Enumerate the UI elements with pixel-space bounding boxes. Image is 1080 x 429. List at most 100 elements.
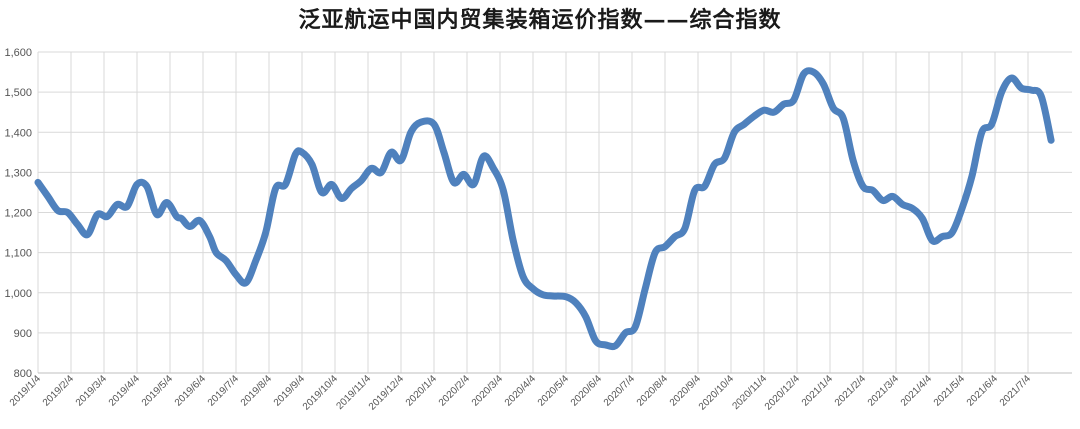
data-point [941,235,944,238]
data-point [604,343,607,346]
data-point [145,185,148,188]
x-tick-label: 2019/3/4 [74,373,110,409]
data-point [340,197,343,200]
x-tick-label: 2019/6/4 [173,373,209,409]
data-point [772,111,775,114]
x-tick-label: 2020/10/4 [697,373,737,413]
data-point [254,259,257,262]
x-tick-label: 2021/3/4 [866,373,902,409]
data-point [330,183,333,186]
data-point [961,207,963,210]
data-point [812,71,815,74]
x-axis-ticks: 2019/1/42019/2/42019/3/42019/4/42019/5/4… [8,373,1034,413]
data-point [86,233,89,236]
data-point [225,259,228,262]
y-tick-label: 1,400 [4,127,32,139]
data-point [911,207,914,210]
data-point [116,203,119,206]
data-point [512,239,515,242]
data-point [852,159,855,162]
data-point [1020,87,1023,90]
data-point [310,163,313,166]
data-point [294,153,297,156]
data-point [842,117,845,120]
data-point [165,201,168,204]
data-point [703,185,706,188]
y-axis-ticks: 800 900 1,000 1,100 1,200 1,300 1,400 1,500 1,60… [4,47,32,380]
data-point [400,159,402,162]
data-point [763,109,765,112]
data-point [1040,95,1043,98]
data-point [390,151,393,154]
data-point [541,293,544,296]
data-point [584,315,587,318]
data-point [1050,139,1053,142]
data-point [320,191,323,194]
data-point [442,151,445,154]
data-point [235,273,237,276]
y-tick-label: 1,500 [4,87,32,99]
data-point [743,123,746,126]
y-tick-label: 1,200 [4,208,32,220]
data-point [871,189,874,192]
data-point [502,189,505,192]
data-point [1030,89,1033,92]
data-point [370,167,373,170]
data-point [574,301,577,304]
data-point [634,325,637,328]
x-tick-label: 2021/2/4 [833,373,869,409]
x-tick-label: 2020/4/4 [503,373,539,409]
x-tick-label: 2019/2/4 [41,373,77,409]
data-point [753,115,756,118]
data-point [693,189,696,192]
y-tick-label: 1,600 [4,47,32,59]
x-tick-label: 2021/4/4 [899,373,935,409]
data-point [792,99,795,102]
data-point [462,173,465,176]
data-point [409,131,412,134]
data-point [654,251,657,254]
data-point [136,183,138,186]
data-point [980,131,983,134]
data-point [482,155,485,158]
data-point [215,251,218,254]
x-tick-label: 2021/1/4 [800,373,836,409]
data-point [106,215,109,218]
data-point [565,295,567,298]
data-point [990,123,993,126]
data-point [419,121,422,124]
data-point [301,151,303,154]
data-point [76,223,79,226]
data-point [380,171,383,174]
x-tick-label: 2019/7/4 [206,373,242,409]
data-point [264,231,267,234]
data-point [284,183,287,186]
data-point [532,287,534,290]
chart-title: 泛亚航运中国内贸集装箱运价指数——综合指数 [298,7,782,33]
data-point [492,167,495,170]
data-point [782,103,785,106]
data-point [624,331,627,334]
data-point [188,225,191,228]
x-tick-label: 2019/10/4 [301,373,341,413]
x-tick-label: 2020/3/4 [470,373,506,409]
data-point [360,179,363,182]
data-point [175,215,178,218]
data-point [881,199,884,202]
y-tick-label: 1,000 [4,288,32,300]
x-tick-label: 2020/12/4 [763,373,803,413]
data-point [208,235,211,238]
y-tick-label: 1,300 [4,167,32,179]
data-point [970,175,973,178]
y-tick-label: 800 [14,368,32,380]
data-point [46,195,49,198]
x-tick-label: 2020/2/4 [437,373,473,409]
x-tick-label: 2020/8/4 [635,373,671,409]
x-tick-label: 2019/4/4 [107,373,143,409]
data-point [594,339,597,342]
series-line [34,67,1055,351]
data-point [244,281,247,284]
data-point [644,287,647,290]
data-point [37,181,39,184]
